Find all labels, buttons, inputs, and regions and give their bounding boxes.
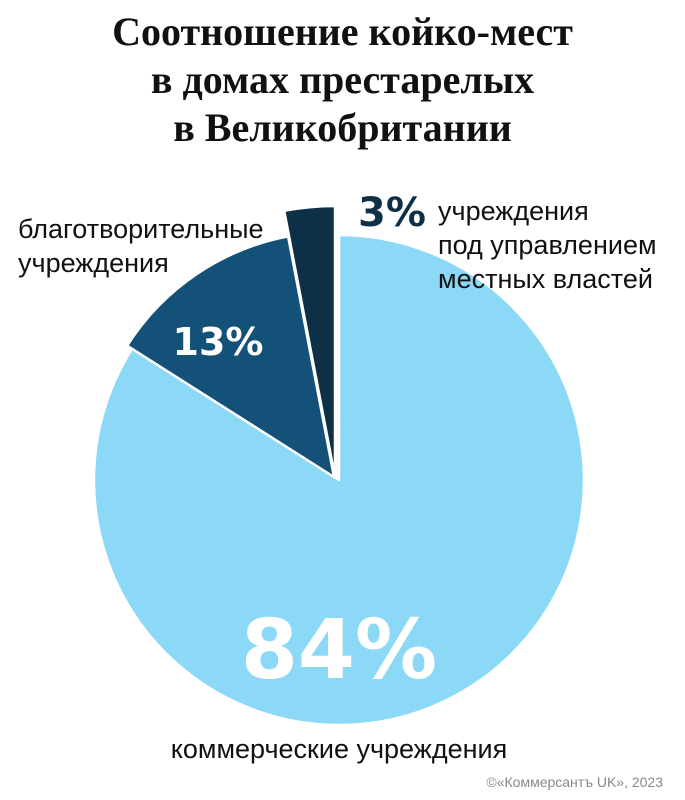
title-line-3: в Великобритании xyxy=(173,105,512,150)
title-line-2: в домах престарелых xyxy=(150,57,535,102)
slice-category-label-1: благотворительные учреждения xyxy=(18,214,264,278)
slice-value-label-1: 13% xyxy=(173,320,264,364)
copyright-credit: ©«Коммерсантъ UK», 2023 xyxy=(486,774,663,790)
slice-category-label-2: учреждения под управлением местных властей xyxy=(438,196,657,294)
slice-category-label-0: коммерческие учреждения xyxy=(171,734,507,764)
pie-slice-1 xyxy=(125,235,336,479)
chart-title: Соотношение койко-мест в домах престарел… xyxy=(0,8,685,152)
slice-value-label-2: 3% xyxy=(358,190,426,236)
pie-slice-2 xyxy=(282,204,337,479)
slice-value-label-0: 84% xyxy=(241,603,437,698)
title-line-1: Соотношение койко-мест xyxy=(112,9,573,54)
pie-slice-0 xyxy=(92,233,586,727)
